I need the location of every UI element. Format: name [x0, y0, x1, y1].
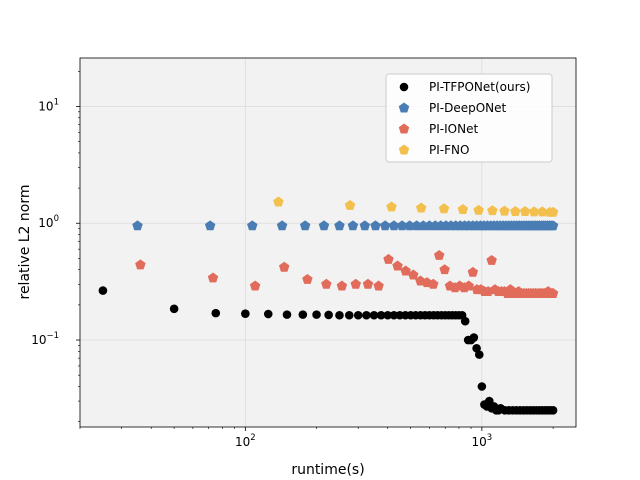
data-point — [469, 333, 479, 342]
data-point — [547, 220, 559, 231]
data-point — [276, 220, 288, 231]
series-2 — [135, 249, 559, 299]
legend-label: PI-TFPONet(ours) — [429, 80, 530, 94]
data-point — [537, 206, 548, 217]
data-point — [388, 220, 400, 231]
data-point — [278, 261, 290, 272]
data-point — [263, 309, 273, 319]
data-point — [373, 280, 384, 291]
x-tick-labels: 102 103 — [235, 433, 492, 449]
data-point — [510, 206, 521, 216]
data-point — [334, 220, 345, 231]
data-point — [400, 265, 411, 276]
data-point — [241, 309, 250, 319]
data-point — [362, 310, 371, 320]
data-point — [359, 220, 371, 231]
data-point — [211, 308, 221, 318]
y-axis-label: relative L2 norm — [17, 184, 33, 299]
data-point — [433, 249, 445, 260]
data-point — [247, 220, 258, 231]
data-point — [350, 278, 361, 289]
data-point — [204, 220, 216, 231]
data-point — [98, 286, 108, 295]
data-point — [487, 205, 498, 216]
y-tick-label: 100 — [38, 214, 59, 230]
data-point — [249, 280, 261, 291]
data-point — [386, 201, 397, 212]
series-3 — [273, 196, 559, 217]
legend-marker — [398, 144, 410, 155]
legend-box — [385, 73, 553, 163]
y-tick-label: 101 — [38, 97, 59, 113]
data-point — [370, 220, 381, 231]
data-point — [302, 273, 313, 284]
data-point — [396, 220, 408, 231]
data-point — [383, 310, 393, 320]
series-1 — [132, 220, 559, 231]
data-point — [415, 202, 427, 213]
data-point — [299, 220, 311, 231]
data-point — [473, 204, 484, 215]
data-point — [282, 310, 292, 319]
data-points — [98, 196, 559, 415]
legend-marker — [398, 102, 410, 113]
legend-label: PI-IONet — [429, 122, 478, 136]
data-point — [460, 316, 470, 326]
data-point — [547, 288, 559, 299]
series-0 — [98, 286, 558, 415]
x-tick-label: 102 — [235, 433, 256, 449]
data-point — [169, 304, 179, 314]
data-point — [477, 382, 487, 391]
data-point — [467, 266, 479, 277]
data-point — [132, 220, 143, 231]
data-point — [457, 204, 469, 214]
data-point — [318, 220, 330, 231]
data-point — [383, 253, 394, 264]
legend: PI-TFPONet(ours) PI-DeepONet PI-IONet PI-FN… — [385, 73, 553, 163]
data-point — [474, 350, 484, 359]
data-point — [404, 220, 415, 231]
y-tick-labels: 10−1 100 101 — [31, 97, 59, 347]
plot-frame — [79, 57, 577, 428]
data-point — [344, 199, 356, 210]
x-tick-label: 103 — [472, 433, 493, 449]
data-point — [547, 206, 559, 217]
data-point — [321, 278, 332, 289]
data-point — [379, 220, 391, 231]
data-point — [135, 259, 146, 270]
data-point — [408, 269, 419, 280]
data-point — [347, 220, 359, 231]
legend-label: PI-DeepONet — [429, 101, 507, 115]
y-tick-label: 10−1 — [31, 331, 59, 347]
data-point — [392, 260, 403, 271]
data-point — [207, 272, 219, 283]
legend-label: PI-FNO — [429, 143, 469, 157]
data-point — [499, 205, 510, 216]
data-point — [528, 206, 540, 217]
data-point — [369, 310, 379, 320]
data-point — [312, 310, 321, 319]
data-point — [298, 310, 308, 319]
data-point — [519, 206, 531, 216]
data-point — [439, 264, 450, 275]
data-point — [335, 310, 344, 320]
data-point — [362, 278, 374, 289]
data-point — [336, 280, 348, 291]
data-point — [463, 280, 474, 291]
data-point — [438, 203, 450, 214]
data-point — [353, 310, 363, 320]
data-point — [428, 278, 439, 289]
legend-marker — [399, 82, 409, 92]
data-point — [548, 406, 558, 415]
data-point — [324, 310, 333, 320]
data-point — [486, 254, 497, 265]
data-point — [273, 196, 284, 207]
x-axis-label: runtime(s) — [291, 462, 364, 478]
data-point — [376, 310, 386, 320]
data-point — [344, 310, 354, 320]
legend-marker — [398, 123, 410, 134]
